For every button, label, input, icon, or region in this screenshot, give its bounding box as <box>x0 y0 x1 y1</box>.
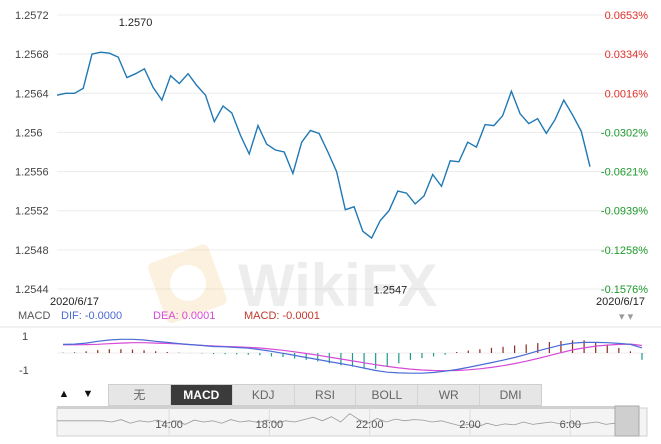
date-start-label: 2020/6/17 <box>50 296 99 308</box>
tab-dmi[interactable]: DMI <box>499 388 522 402</box>
indicator-tabs: 无 MACD KDJ RSI BOLL WR DMI <box>108 384 542 406</box>
percent-tick-label: 0.0653% <box>605 10 649 22</box>
dea-legend: DEA: 0.0001 <box>153 310 216 322</box>
navigator-handle[interactable] <box>614 405 640 437</box>
time-axis: 14:00 18:00 22:00 2:00 6:00 <box>155 408 581 436</box>
low-annotation: 1.2547 <box>374 285 408 297</box>
dif-legend: DIF: -0.0000 <box>61 310 123 322</box>
macd-tick-label: 1 <box>22 331 28 343</box>
scroll-down-button[interactable]: ▼ <box>82 388 94 400</box>
percent-tick-label: -0.0302% <box>601 127 648 139</box>
y-tick-label: 1.2568 <box>15 49 49 61</box>
dif-line <box>62 338 643 374</box>
price-series-line <box>56 51 591 240</box>
tab-kdj[interactable]: KDJ <box>233 385 295 405</box>
scroll-up-button[interactable]: ▲ <box>58 388 70 400</box>
macd-y-axis: 1 -1 <box>19 331 29 377</box>
percent-tick-label: 0.0016% <box>605 88 649 100</box>
time-tick-label: 6:00 <box>560 419 581 431</box>
time-tick-label: 14:00 <box>155 419 183 431</box>
percent-tick-label: -0.0939% <box>601 206 648 218</box>
time-tick-label: 2:00 <box>459 419 480 431</box>
tab-boll[interactable]: BOLL <box>356 385 419 405</box>
dea-line <box>63 342 643 372</box>
grid-lines <box>57 14 647 290</box>
legend-toggle-icon[interactable]: ▾ ▾ <box>619 311 634 323</box>
macd-tick-label: -1 <box>19 365 29 377</box>
navigator-line <box>57 413 616 428</box>
y-tick-label: 1.2564 <box>15 88 49 100</box>
time-tick-label: 18:00 <box>256 419 284 431</box>
watermark-text: WikiFX <box>238 252 437 319</box>
macd-value-legend: MACD: -0.0001 <box>244 310 320 322</box>
watermark: WikiFX <box>148 244 437 324</box>
y-tick-label: 1.2552 <box>15 206 49 218</box>
y-tick-label: 1.2572 <box>15 10 49 22</box>
percent-tick-label: 0.0334% <box>605 49 649 61</box>
macd-legend-title: MACD <box>18 310 51 322</box>
tab-wr[interactable]: WR <box>418 385 481 405</box>
y-tick-label: 1.256 <box>15 127 43 139</box>
y-tick-label: 1.2548 <box>15 245 49 257</box>
y-axis-right: 0.0653% 0.0334% 0.0016% -0.0302% -0.0621% -0.… <box>601 10 648 296</box>
high-annotation: 1.2570 <box>119 17 153 29</box>
percent-tick-label: -0.0621% <box>601 167 648 179</box>
y-tick-label: 1.2544 <box>15 284 49 296</box>
percent-tick-label: -0.1258% <box>601 245 648 257</box>
time-tick-label: 22:00 <box>356 419 384 431</box>
date-end-label: 2020/6/17 <box>596 296 645 308</box>
y-axis-left: 1.2572 1.2568 1.2564 1.256 1.2556 1.2552 1.254… <box>15 10 49 296</box>
navigator-handle-bar[interactable] <box>57 406 615 409</box>
tab-rsi[interactable]: RSI <box>295 385 357 405</box>
tab-none[interactable]: 无 <box>109 385 171 405</box>
y-tick-label: 1.2556 <box>15 167 49 179</box>
tab-macd[interactable]: MACD <box>170 385 233 405</box>
percent-tick-label: -0.1576% <box>601 284 648 296</box>
